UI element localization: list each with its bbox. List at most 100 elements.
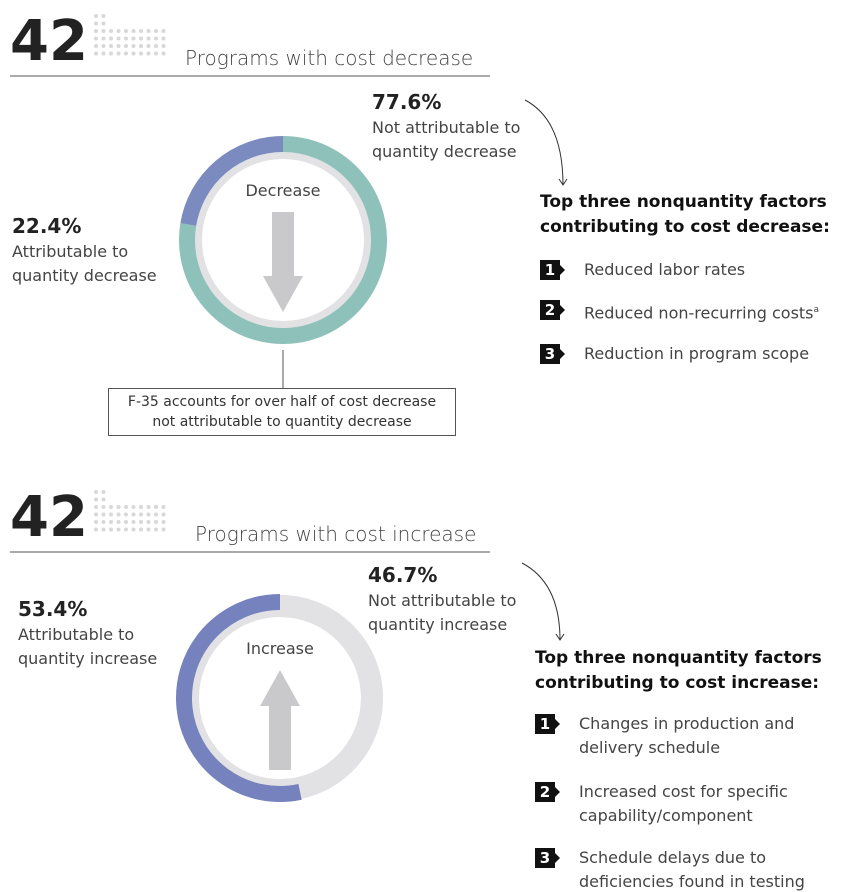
factor-number: 3 bbox=[540, 344, 560, 364]
dot bbox=[109, 520, 113, 524]
dot bbox=[94, 36, 98, 41]
dot bbox=[109, 512, 113, 517]
dot bbox=[146, 527, 151, 532]
dot bbox=[131, 36, 136, 41]
center-label: Decrease bbox=[245, 181, 320, 200]
dot bbox=[139, 520, 143, 524]
donut-segment bbox=[180, 136, 284, 226]
dot bbox=[109, 51, 113, 56]
dot bbox=[154, 520, 158, 524]
dot bbox=[124, 36, 128, 41]
dot bbox=[124, 29, 128, 33]
dot bbox=[154, 505, 158, 509]
factor-pointer bbox=[555, 787, 560, 797]
dot bbox=[146, 29, 151, 33]
dot bbox=[139, 51, 143, 56]
factor-number: 1 bbox=[535, 714, 555, 734]
value-label: 53.4% bbox=[18, 597, 88, 621]
dot bbox=[116, 512, 121, 517]
dot bbox=[139, 29, 143, 33]
factor-text-span: Reduced labor rates bbox=[584, 260, 746, 279]
arrow-head bbox=[555, 633, 565, 641]
dot bbox=[94, 497, 98, 502]
dot bbox=[146, 505, 151, 509]
dot bbox=[101, 527, 106, 532]
arrow-head bbox=[558, 178, 568, 186]
factor-number: 3 bbox=[535, 848, 555, 868]
count: 42 bbox=[10, 9, 88, 74]
dot bbox=[139, 44, 143, 48]
dot bbox=[116, 527, 121, 532]
dot bbox=[109, 44, 113, 48]
factor-text: Increased cost for specific capability/c… bbox=[579, 780, 819, 828]
dot bbox=[154, 527, 158, 532]
dot bbox=[131, 51, 136, 56]
value-label: 77.6% bbox=[372, 90, 442, 114]
dot bbox=[146, 520, 151, 524]
arrow bbox=[260, 670, 300, 770]
dot bbox=[124, 44, 128, 48]
dot bbox=[109, 505, 113, 509]
dot bbox=[94, 490, 98, 494]
dot bbox=[94, 21, 98, 26]
dot bbox=[139, 527, 143, 532]
dot bbox=[154, 51, 158, 56]
dot bbox=[131, 505, 136, 509]
dot bbox=[101, 21, 106, 26]
dot bbox=[94, 520, 98, 524]
dot bbox=[101, 44, 106, 48]
dot bbox=[146, 44, 151, 48]
factor-text-span: Reduced non-recurring costs bbox=[584, 303, 814, 323]
factor-text: Reduced labor rates bbox=[584, 258, 824, 282]
factor-pointer bbox=[560, 305, 565, 315]
factor-text-span: Increased cost for specific capability/c… bbox=[579, 782, 788, 825]
dot bbox=[154, 44, 158, 48]
dot bbox=[146, 512, 151, 517]
dot bbox=[131, 512, 136, 517]
value-label: 46.7% bbox=[368, 563, 438, 587]
factor-pointer bbox=[555, 719, 560, 729]
factor-text: Changes in production and delivery sched… bbox=[579, 712, 819, 760]
dot bbox=[101, 520, 106, 524]
dot bbox=[131, 527, 136, 532]
dot bbox=[146, 51, 151, 56]
dot bbox=[116, 520, 121, 524]
dot bbox=[139, 36, 143, 41]
count: 42 bbox=[10, 485, 88, 550]
dot bbox=[101, 505, 106, 509]
dot bbox=[154, 512, 158, 517]
dot bbox=[116, 36, 121, 41]
dot bbox=[101, 36, 106, 41]
dot bbox=[94, 51, 98, 56]
dot bbox=[94, 14, 98, 18]
donut-segment bbox=[279, 595, 383, 799]
dot bbox=[161, 44, 166, 48]
dot bbox=[146, 36, 151, 41]
dot bbox=[109, 36, 113, 41]
value-label: 22.4% bbox=[12, 214, 82, 238]
factors-title: Top three nonquantity factors contributi… bbox=[540, 192, 830, 237]
factor-pointer bbox=[555, 853, 560, 863]
dot bbox=[101, 51, 106, 56]
dot bbox=[139, 512, 143, 517]
dot bbox=[131, 44, 136, 48]
factor-number: 1 bbox=[540, 260, 560, 280]
dot bbox=[101, 497, 106, 502]
dot bbox=[109, 527, 113, 532]
dot bbox=[131, 29, 136, 33]
category-label: Not attributable to quantity increase bbox=[368, 591, 517, 634]
dot bbox=[116, 29, 121, 33]
dot bbox=[124, 505, 128, 509]
dot bbox=[124, 527, 128, 532]
factors-title: Top three nonquantity factors contributi… bbox=[535, 648, 822, 693]
dot bbox=[94, 527, 98, 532]
dot bbox=[101, 29, 106, 33]
factor-text: Reduced non-recurring costsa bbox=[584, 298, 824, 325]
factor-text-span: Changes in production and delivery sched… bbox=[579, 714, 795, 757]
footnote-marker: a bbox=[813, 305, 820, 315]
dot bbox=[161, 505, 166, 509]
dot bbox=[161, 520, 166, 524]
factor-pointer bbox=[560, 349, 565, 359]
dot bbox=[94, 512, 98, 517]
